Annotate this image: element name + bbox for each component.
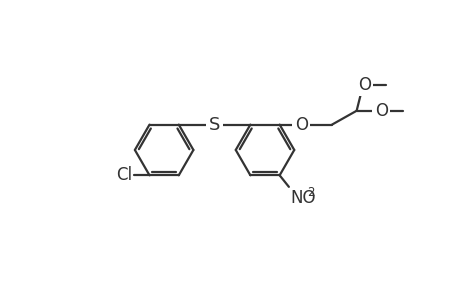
Text: Cl: Cl — [115, 166, 132, 184]
Text: 2: 2 — [307, 186, 314, 199]
Text: O: O — [294, 116, 307, 134]
Text: S: S — [208, 116, 220, 134]
Text: NO: NO — [290, 189, 315, 207]
Text: O: O — [357, 76, 370, 94]
Text: O: O — [374, 102, 387, 120]
